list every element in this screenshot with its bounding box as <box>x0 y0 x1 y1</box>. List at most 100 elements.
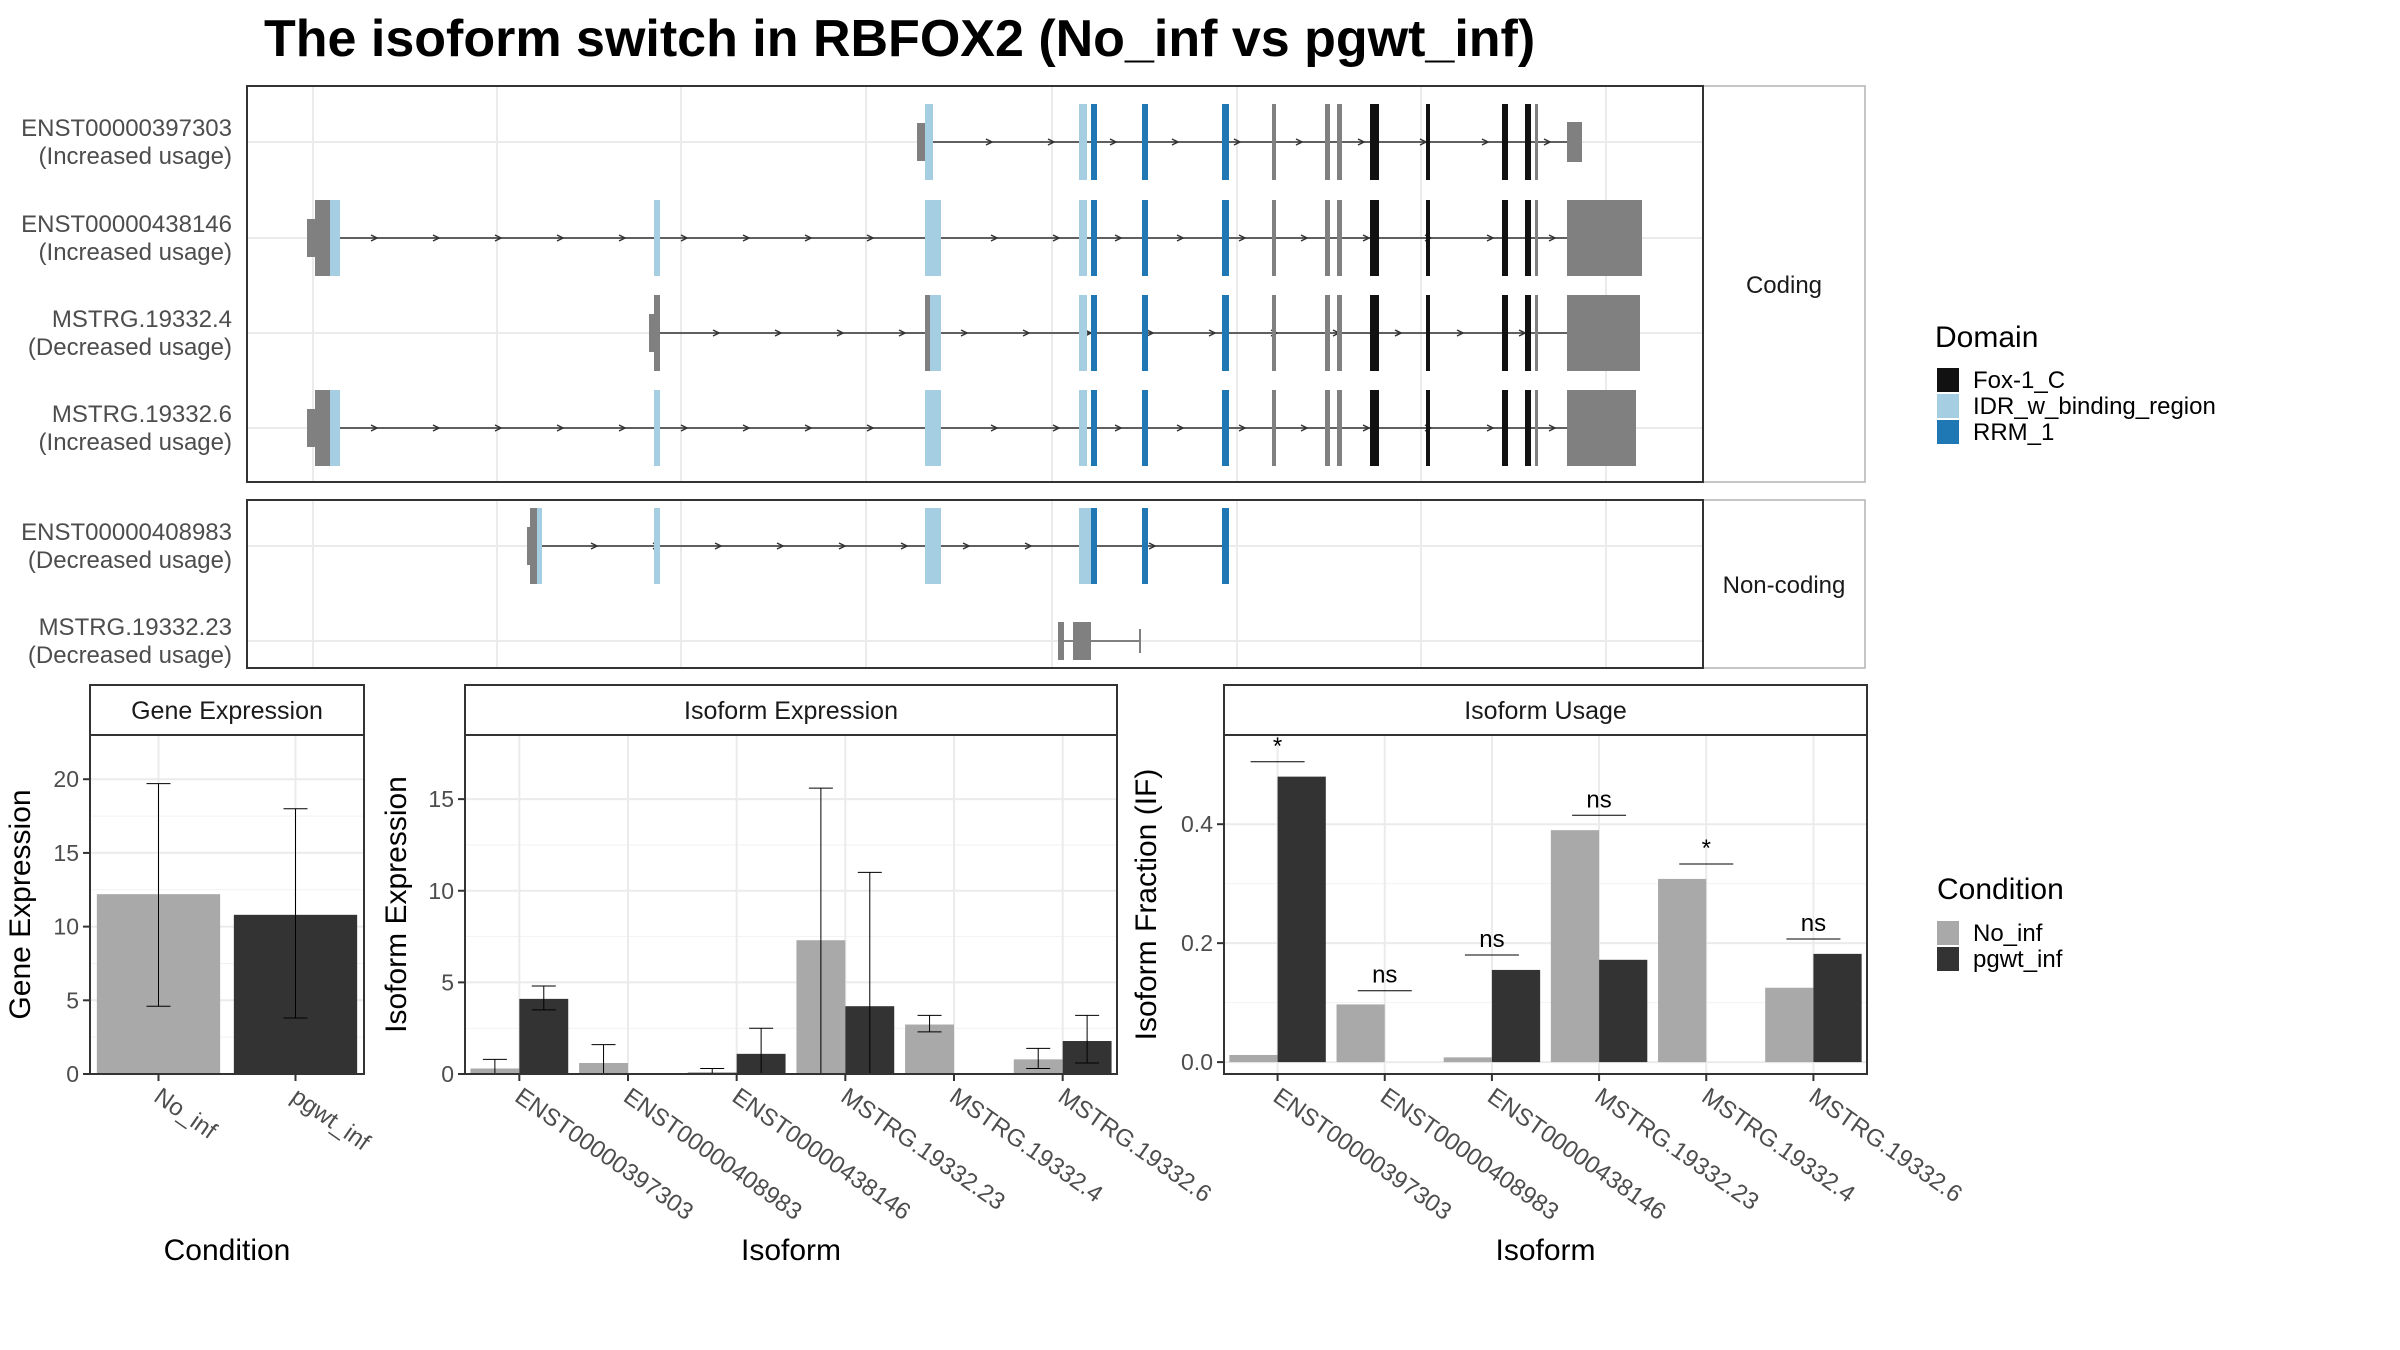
y-tick-label: 5 <box>66 987 79 1013</box>
x-tick-label: ENST00000438146 <box>1482 1083 1670 1226</box>
domain-segment <box>1079 508 1091 584</box>
domain-segment <box>1525 295 1531 371</box>
strand-arrow <box>1109 138 1118 146</box>
strand-arrow <box>1486 424 1495 432</box>
strand-arrow <box>590 542 599 550</box>
domain-segment <box>654 200 660 276</box>
strand-arrow <box>618 234 627 242</box>
exon <box>1272 104 1276 180</box>
isoform-expression-panel: Isoform Expression 0 5 10 15 ENST00000397303E… <box>380 684 1216 1267</box>
strand-arrow <box>494 424 503 432</box>
structure-strip-label: Coding <box>1746 272 1822 299</box>
domain-segment <box>1426 390 1430 466</box>
x-tick-label: ENST00000438146 <box>727 1083 915 1226</box>
strand-arrow <box>1543 138 1552 146</box>
y-tick-label: 0.2 <box>1181 930 1213 956</box>
x-tick-label: ENST00000408983 <box>1375 1083 1563 1226</box>
strand-arrow <box>1238 424 1247 432</box>
legend-domain-swatch <box>1937 394 1959 418</box>
bar <box>519 998 569 1074</box>
strand-arrow <box>1394 329 1403 337</box>
significance-label: ns <box>1372 962 1397 989</box>
strand-arrow <box>962 542 971 550</box>
panel-title: Isoform Usage <box>1464 697 1627 725</box>
domain-segment <box>1502 390 1508 466</box>
domain-segment <box>1370 295 1379 371</box>
exon <box>315 390 332 466</box>
domain-segment <box>1222 295 1229 371</box>
domain-segment <box>330 200 340 276</box>
exon <box>1337 295 1342 371</box>
legend-domain-swatch <box>1937 368 1959 392</box>
transcript-id: MSTRG.19332.4 <box>52 306 232 333</box>
domain-segment <box>925 104 933 180</box>
domain-segment <box>1426 295 1430 371</box>
panel-bg <box>465 735 1117 1074</box>
strand-arrow <box>1548 424 1557 432</box>
y-tick-label: 15 <box>428 786 454 812</box>
transcript-usage: (Increased usage) <box>39 239 232 266</box>
utr-3 <box>1567 295 1640 371</box>
strand-arrow <box>985 138 994 146</box>
legend-condition-swatch <box>1937 921 1959 945</box>
strand-arrow <box>432 234 441 242</box>
strand-arrow <box>556 424 565 432</box>
transcript-structure-plot: CodingNon-codingENST00000397303(Increase… <box>21 85 1866 669</box>
exon <box>1325 295 1330 371</box>
legend-domain-swatch <box>1937 420 1959 444</box>
domain-segment <box>330 390 340 466</box>
significance-label: * <box>1702 835 1711 862</box>
strand-arrow <box>776 542 785 550</box>
strand-arrow <box>618 424 627 432</box>
utr-5 <box>307 409 317 447</box>
domain-segment <box>925 508 941 584</box>
strand-arrow <box>1114 424 1123 432</box>
strand-arrow <box>714 542 723 550</box>
exon <box>1337 200 1342 276</box>
strand-arrow <box>898 329 907 337</box>
domain-segment <box>1502 295 1508 371</box>
domain-segment <box>1142 295 1148 371</box>
domain-segment <box>1091 508 1097 584</box>
strand-arrow <box>1208 329 1217 337</box>
strand-arrow <box>742 424 751 432</box>
transcript-usage: (Increased usage) <box>39 143 232 170</box>
domain-segment <box>1525 200 1531 276</box>
panel-bg <box>1224 735 1867 1074</box>
strand-arrow <box>712 329 721 337</box>
y-axis-title: Isoform Fraction (IF) <box>1130 769 1163 1041</box>
strand-arrow <box>1114 234 1123 242</box>
figure-title: The isoform switch in RBFOX2 (No_inf vs … <box>264 10 1535 68</box>
transcript-usage: (Decreased usage) <box>28 334 232 361</box>
x-axis-title: Isoform <box>1495 1234 1595 1267</box>
strand-arrow <box>866 424 875 432</box>
strand-arrow <box>1456 329 1465 337</box>
transcript-row: MSTRG.19332.4(Decreased usage) <box>28 295 1703 371</box>
legend-domain-label: Fox-1_C <box>1973 367 2065 394</box>
panel-title: Isoform Expression <box>684 697 898 725</box>
transcript-row: ENST00000408983(Decreased usage) <box>21 508 1703 584</box>
strand-arrow <box>1300 234 1309 242</box>
transcript-id: ENST00000438146 <box>21 211 232 238</box>
strand-arrow <box>1548 234 1557 242</box>
strand-arrow <box>866 234 875 242</box>
strand-arrow <box>1146 329 1155 337</box>
bar <box>1550 830 1600 1063</box>
domain-segment <box>1079 390 1087 466</box>
y-axis-title: Gene Expression <box>4 789 37 1019</box>
domain-segment <box>1222 200 1229 276</box>
transcript-id: ENST00000397303 <box>21 115 232 142</box>
strand-arrow <box>680 424 689 432</box>
y-tick-label: 0 <box>441 1061 454 1087</box>
domain-segment <box>537 508 542 584</box>
legend-domain-label: RRM_1 <box>1973 419 2054 446</box>
y-tick-label: 5 <box>441 969 454 995</box>
bar <box>1277 776 1326 1063</box>
panel-border <box>1223 734 1868 1075</box>
exon <box>1337 390 1342 466</box>
strand-arrow <box>836 329 845 337</box>
strand-arrow <box>900 542 909 550</box>
significance-label: * <box>1273 733 1282 760</box>
transcript-row: MSTRG.19332.6(Increased usage) <box>39 390 1703 466</box>
